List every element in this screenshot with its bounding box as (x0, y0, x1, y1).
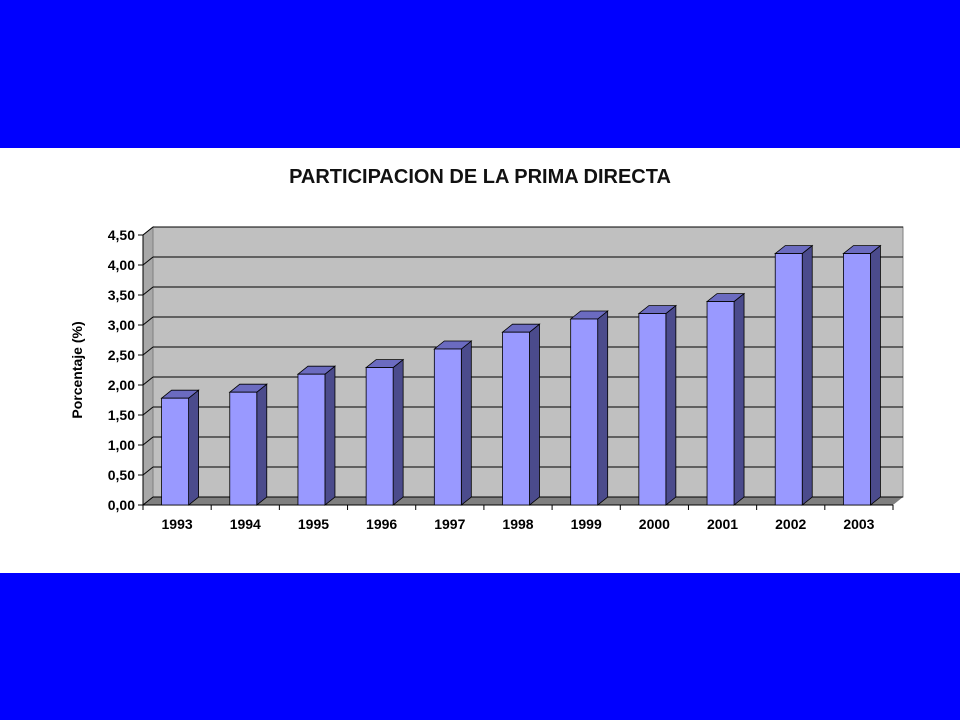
bar-side (665, 304, 677, 506)
bar (229, 391, 258, 506)
bar-side (801, 244, 813, 506)
bar (706, 301, 735, 506)
bar (843, 253, 871, 506)
bottom-blue-band (0, 573, 960, 720)
gridline-side (142, 496, 154, 506)
bar-side (188, 389, 199, 506)
x-tick-label: 1994 (230, 516, 261, 532)
bar-side (733, 292, 745, 506)
top-blue-band (0, 0, 960, 148)
y-tick-label: 0,50 (108, 467, 135, 483)
y-tick-label: 2,50 (108, 347, 135, 363)
plot-side-wall (142, 225, 154, 507)
bar-side (324, 365, 336, 506)
gridline-side (142, 346, 154, 356)
x-tick-label: 2001 (707, 516, 738, 532)
y-tick-label: 4,00 (108, 257, 135, 273)
gridline-side (142, 316, 154, 326)
bar (570, 318, 599, 506)
gridline-side (142, 376, 154, 386)
gridline-side (142, 406, 154, 416)
bar (638, 313, 667, 506)
y-tick-label: 4,50 (108, 227, 135, 243)
bar-side (870, 244, 881, 506)
bar (433, 348, 462, 506)
gridline-side (142, 256, 154, 266)
gridline-side (142, 286, 154, 296)
x-tick-label: 1993 (162, 516, 193, 532)
y-tick-label: 3,00 (108, 317, 135, 333)
y-tick-label: 1,00 (108, 437, 135, 453)
bar (297, 373, 326, 506)
bar (365, 367, 394, 506)
x-tick-label: 1997 (434, 516, 465, 532)
bar (774, 253, 803, 506)
x-tick-label: 1995 (298, 516, 329, 532)
bar (502, 331, 530, 506)
y-tick-label: 0,00 (108, 497, 135, 513)
bar-side (597, 310, 609, 506)
x-tick-label: 1996 (366, 516, 397, 532)
x-tick-label: 1999 (571, 516, 602, 532)
bar-side (256, 383, 268, 506)
y-tick-label: 1,50 (108, 407, 135, 423)
bar-chart: 0,00 0,50 1,00 1,50 2,00 2,50 3,00 3,50 4,00 4,50… (69, 225, 904, 532)
x-tick-label: 2002 (775, 516, 806, 532)
y-tick-label: 3,50 (108, 287, 135, 303)
bar (161, 397, 189, 506)
y-tick-label: 2,00 (108, 377, 135, 393)
chart-title: PARTICIPACION DE LA PRIMA DIRECTA (289, 166, 671, 188)
gridline-side (142, 226, 154, 236)
x-tick-label: 2003 (843, 516, 874, 532)
x-tick-label: 1998 (502, 516, 533, 532)
y-axis-title: Porcentaje (%) (69, 321, 85, 418)
bar-side (529, 323, 540, 506)
bar-side (392, 358, 404, 506)
bar-side (460, 340, 472, 506)
gridline-side (142, 436, 154, 446)
x-tick-label: 2000 (639, 516, 670, 532)
gridline-side (142, 466, 154, 476)
chart-panel: PARTICIPACION DE LA PRIMA DIRECTA 0,00 0,… (0, 148, 960, 573)
